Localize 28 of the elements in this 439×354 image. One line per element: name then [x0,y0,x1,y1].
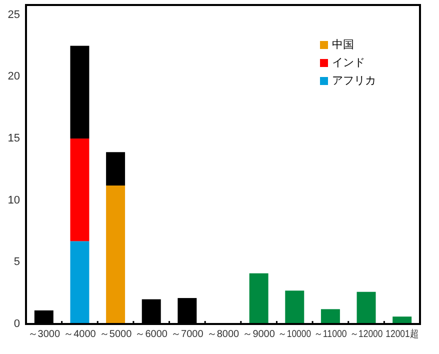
y-tick-label: 25 [8,8,20,21]
bar [285,290,304,324]
legend-label: インド [332,57,365,69]
x-tick-label: ～4000 [64,329,96,340]
y-tick-label: 0 [14,318,20,330]
x-tick-label: ～7000 [171,329,204,340]
x-tick-label: ～5000 [99,329,132,340]
x-tick-label: ～8000 [206,329,240,340]
bar [70,46,90,139]
y-tick-label: 5 [14,256,20,268]
legend-label: 中国 [332,38,354,51]
legend-label: アフリカ [332,75,376,87]
bar [70,138,90,242]
bar [356,292,376,324]
y-tick-label: 15 [8,132,20,145]
x-tick-label: 12001超 [386,328,424,340]
y-tick-label: 20 [8,70,20,83]
x-tick-label: ～11000 [314,329,352,340]
bar [106,186,126,324]
bar [320,309,340,324]
y-tick-label: 10 [8,194,20,206]
bar [106,152,126,186]
bar [249,273,268,324]
x-tick-label: ～6000 [135,329,168,340]
x-tick-label: ～10000 [278,329,316,340]
x-tick-label: ～9000 [242,329,276,340]
bar [70,241,90,324]
x-tick-label: ～3000 [28,329,60,340]
